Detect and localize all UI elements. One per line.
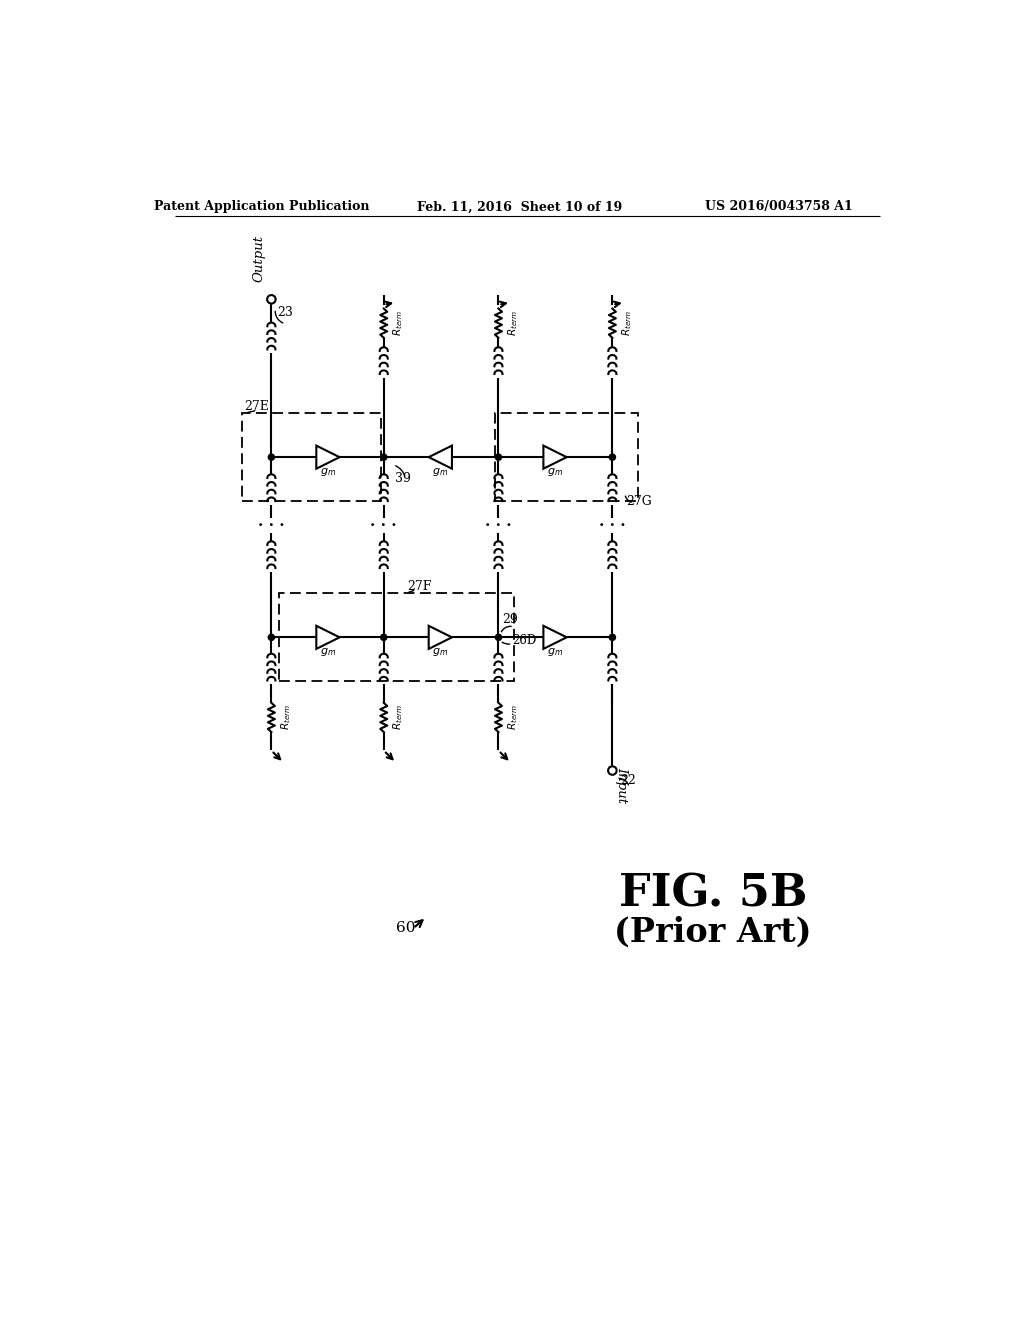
Circle shape — [381, 454, 387, 461]
Bar — [242, 413, 381, 502]
Text: 60: 60 — [395, 921, 415, 936]
Text: Input: Input — [615, 767, 628, 803]
Text: $R_{term}$: $R_{term}$ — [506, 310, 520, 337]
Text: 27G: 27G — [627, 495, 652, 508]
Text: $g_m$: $g_m$ — [432, 466, 449, 478]
Text: · · ·: · · · — [485, 519, 512, 533]
Text: Output: Output — [253, 235, 265, 281]
Text: · · ·: · · · — [258, 519, 285, 533]
Text: 27F: 27F — [407, 581, 431, 594]
Bar — [280, 594, 514, 681]
Text: $R_{term}$: $R_{term}$ — [391, 705, 406, 730]
Text: 29: 29 — [503, 614, 518, 627]
Text: · · ·: · · · — [371, 519, 397, 533]
Circle shape — [609, 454, 615, 461]
Text: $R_{term}$: $R_{term}$ — [506, 705, 520, 730]
Polygon shape — [544, 446, 566, 469]
Text: $R_{term}$: $R_{term}$ — [280, 705, 293, 730]
Text: 26D: 26D — [512, 634, 537, 647]
Text: (Prior Art): (Prior Art) — [614, 916, 812, 949]
Text: $g_m$: $g_m$ — [432, 647, 449, 659]
Circle shape — [496, 635, 502, 640]
Circle shape — [609, 635, 615, 640]
Text: Patent Application Publication: Patent Application Publication — [154, 201, 369, 214]
Text: FIG. 5B: FIG. 5B — [618, 873, 807, 915]
Bar — [495, 413, 638, 502]
Text: $g_m$: $g_m$ — [319, 647, 336, 659]
Circle shape — [268, 454, 274, 461]
Text: $g_m$: $g_m$ — [547, 466, 563, 478]
Circle shape — [608, 767, 616, 775]
Polygon shape — [429, 446, 452, 469]
Circle shape — [268, 635, 274, 640]
Circle shape — [496, 454, 502, 461]
Polygon shape — [316, 626, 340, 649]
Text: $g_m$: $g_m$ — [319, 466, 336, 478]
Text: $R_{term}$: $R_{term}$ — [391, 310, 406, 337]
Polygon shape — [429, 626, 452, 649]
Text: 23: 23 — [278, 306, 294, 319]
Polygon shape — [316, 446, 340, 469]
Text: 27E: 27E — [245, 400, 269, 413]
Text: · · ·: · · · — [599, 519, 626, 533]
Text: 22: 22 — [621, 775, 636, 788]
Text: $g_m$: $g_m$ — [547, 647, 563, 659]
Circle shape — [381, 635, 387, 640]
Text: 39: 39 — [395, 471, 412, 484]
Text: US 2016/0043758 A1: US 2016/0043758 A1 — [706, 201, 853, 214]
Circle shape — [267, 296, 275, 304]
Polygon shape — [544, 626, 566, 649]
Text: Feb. 11, 2016  Sheet 10 of 19: Feb. 11, 2016 Sheet 10 of 19 — [417, 201, 622, 214]
Text: $R_{term}$: $R_{term}$ — [621, 310, 634, 337]
